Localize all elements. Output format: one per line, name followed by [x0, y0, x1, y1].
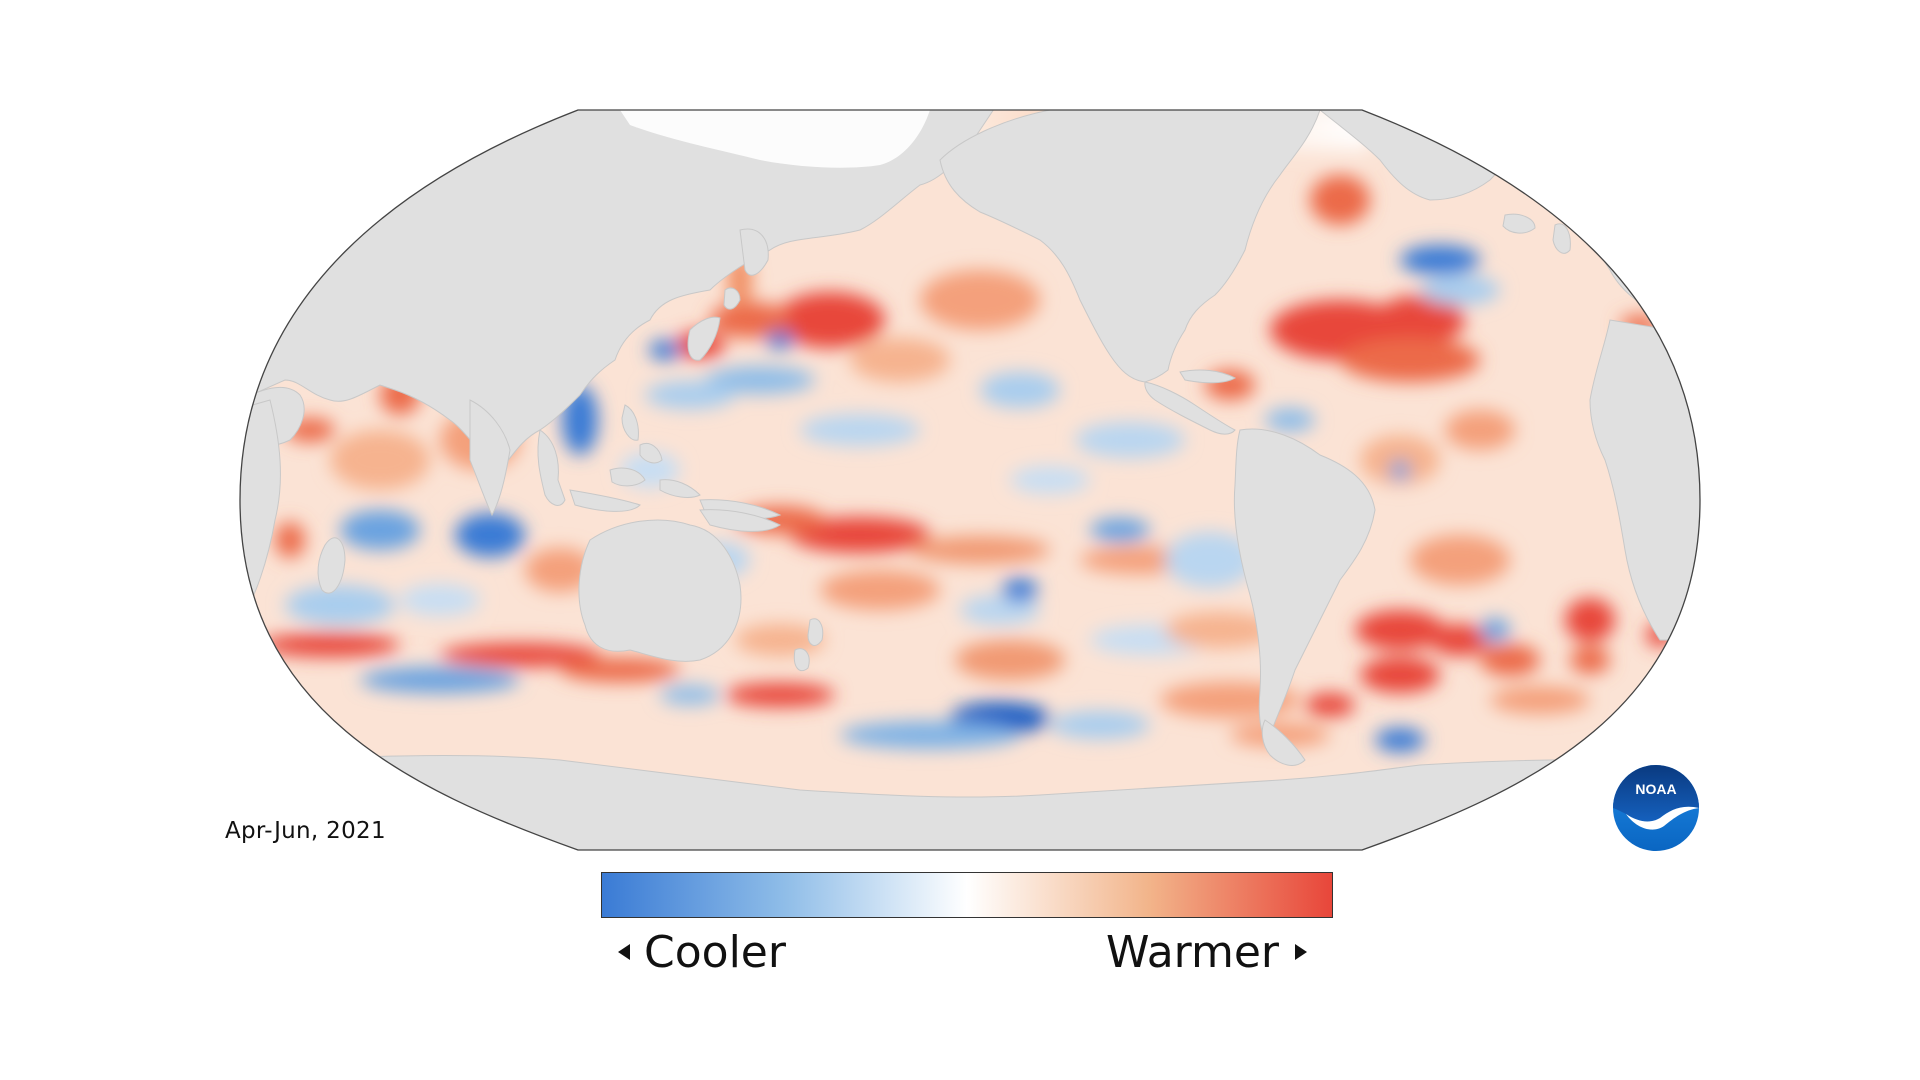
arrow-left-icon: [618, 944, 630, 960]
noaa-logo-text: NOAA: [1635, 781, 1676, 797]
warmer-label: Warmer: [1106, 926, 1279, 978]
legend-cooler: Cooler: [618, 922, 786, 982]
date-label: Apr-Jun, 2021: [225, 818, 386, 844]
arrow-right-icon: [1295, 944, 1307, 960]
sea-ice: [620, 110, 930, 168]
noaa-logo: NOAA: [1613, 765, 1699, 851]
legend-warmer: Warmer: [1106, 922, 1307, 982]
cooler-label: Cooler: [644, 926, 786, 978]
map-outline: [239, 109, 1701, 851]
colorbar: [601, 872, 1333, 918]
